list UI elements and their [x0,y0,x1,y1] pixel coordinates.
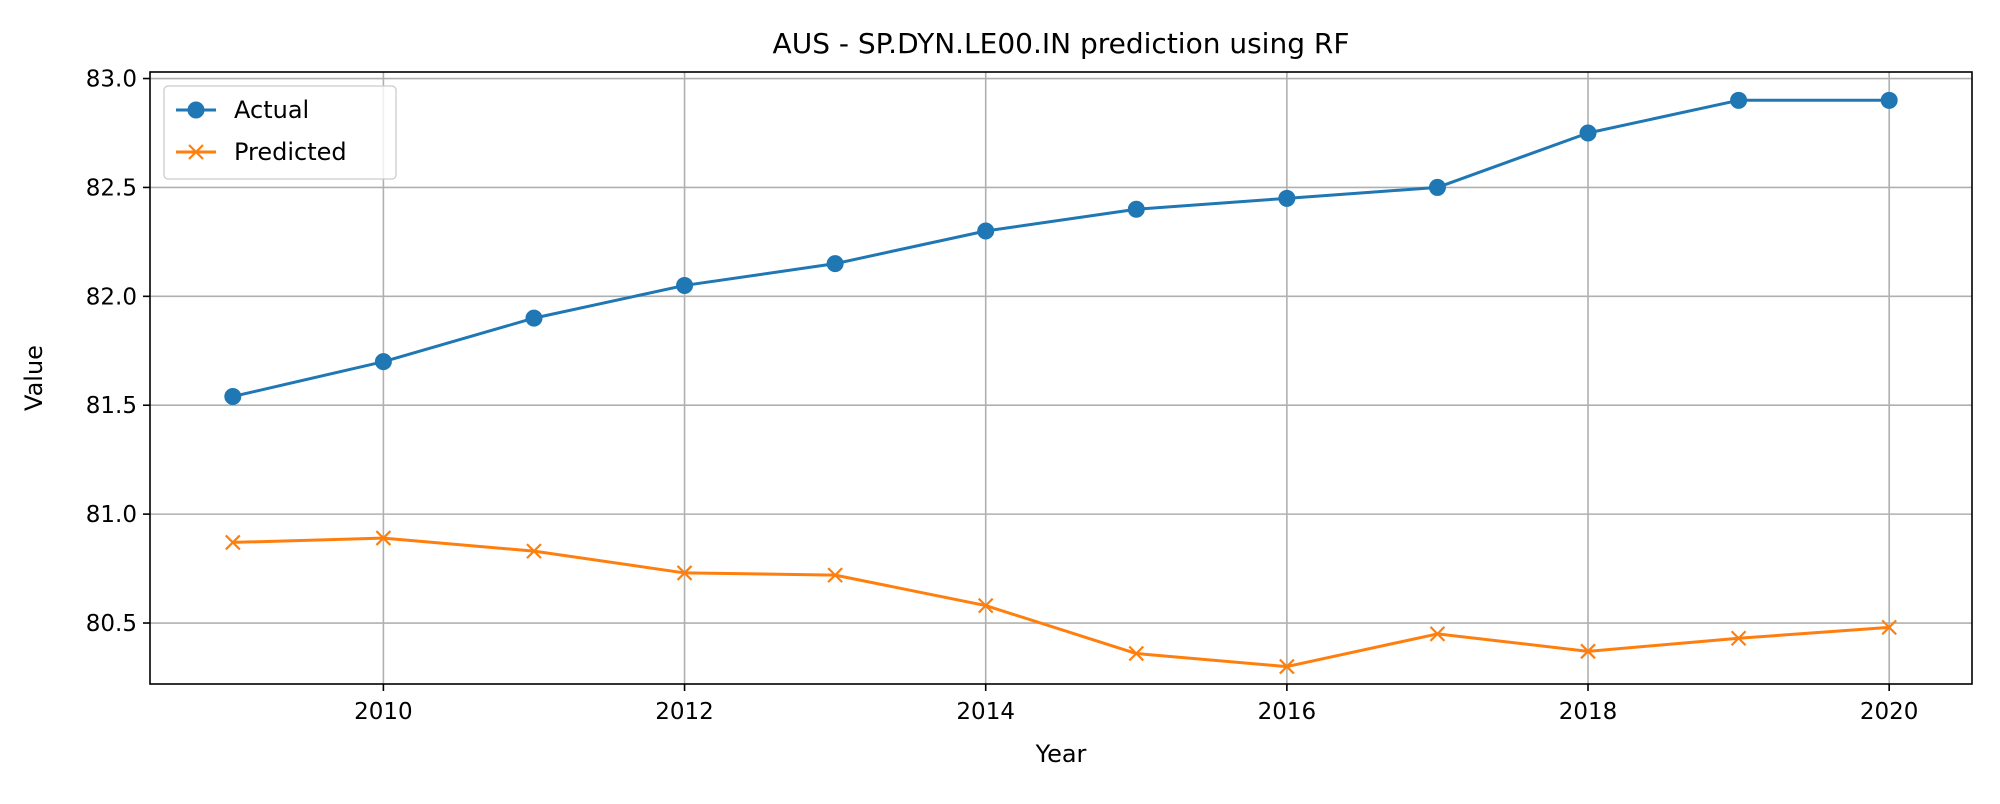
predicted-point [1580,643,1596,660]
x-tick-label: 2014 [956,699,1015,725]
actual-point [525,309,543,327]
predicted-point [827,567,843,583]
actual-point [1730,91,1748,109]
actual-point [676,276,694,294]
predicted-point [1128,645,1145,662]
legend-label-predicted: Predicted [234,138,347,166]
y-tick-label: 81.0 [86,502,137,528]
gridlines [150,72,1972,684]
x-tick-label: 2018 [1559,699,1618,725]
x-tick-label: 2010 [354,699,413,725]
y-axis-label: Value [20,345,48,411]
actual-point [1278,189,1296,207]
plot-frame [149,71,1973,685]
predicted-point [375,530,392,546]
predicted-point [1730,630,1747,647]
ticks: 2010 2012 2014 2016 2018 2020 80.5 81.0 81.5 82.0… [86,67,1919,725]
x-tick-label: 2012 [655,699,714,725]
x-tick-label: 2016 [1258,699,1317,725]
actual-point [1579,124,1597,142]
series-layer [224,91,1898,675]
predicted-point [977,597,994,614]
y-tick-label: 81.5 [86,393,137,419]
legend-marker-predicted [188,144,204,160]
legend-label-actual: Actual [234,96,309,124]
actual-series [224,91,1898,406]
predicted-point [225,534,241,551]
y-tick-label: 83.0 [86,67,137,93]
legend: Actual Predicted [163,85,397,180]
y-tick-label: 82.5 [86,175,137,201]
actual-line [232,98,1890,398]
predicted-point [1429,626,1446,642]
actual-point [977,222,995,240]
actual-point [826,255,844,273]
predicted-point [526,543,542,559]
actual-point [374,353,392,371]
predicted-line [232,536,1890,669]
actual-point [1127,200,1145,218]
actual-point [224,388,242,406]
legend-marker-actual [187,101,205,119]
chart-title: AUS - SP.DYN.LE00.IN prediction using RF [773,27,1350,60]
y-tick-label: 82.0 [86,284,137,310]
actual-point [1880,91,1898,109]
x-tick-label: 2020 [1860,699,1919,725]
legend-box [163,85,397,180]
predicted-point [1279,658,1295,675]
predicted-point [1881,619,1897,636]
legend-item-actual: Actual [176,96,309,124]
predicted-point [676,565,693,581]
predicted-series [225,530,1897,675]
y-tick-label: 80.5 [86,611,137,637]
actual-point [1428,178,1446,196]
legend-item-predicted: Predicted [176,138,347,166]
x-axis-label: Year [1035,740,1087,768]
